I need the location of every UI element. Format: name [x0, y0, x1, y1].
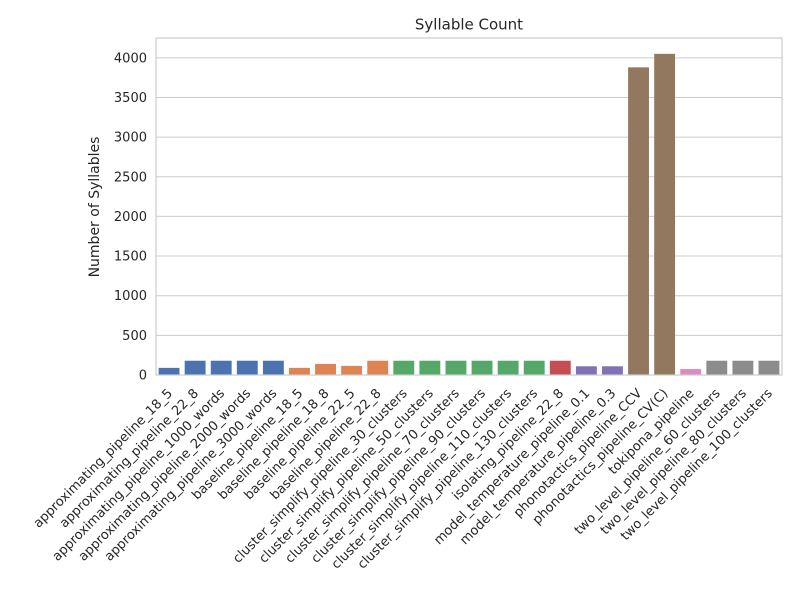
y-tick-label: 500	[122, 329, 147, 344]
bar	[628, 67, 649, 376]
y-tick-label: 1000	[114, 289, 147, 304]
bar	[471, 360, 493, 375]
bar	[549, 360, 571, 375]
y-tick-label: 0	[139, 369, 147, 384]
bar	[341, 365, 363, 375]
bar	[367, 360, 389, 375]
bar	[236, 360, 258, 375]
bar	[315, 363, 336, 375]
bars	[158, 53, 780, 376]
bar	[210, 360, 232, 375]
y-tick-label: 2500	[114, 170, 147, 185]
bar	[602, 366, 623, 375]
y-tick-label: 2000	[114, 210, 147, 225]
bar	[289, 367, 310, 375]
y-tick-label: 3500	[114, 91, 147, 106]
bar	[732, 360, 754, 375]
bar	[758, 360, 780, 375]
plot-frame	[155, 37, 783, 376]
bar	[523, 360, 545, 375]
y-tick-label: 4000	[114, 51, 147, 66]
bar	[680, 369, 702, 375]
x-tick-labels: approximating_pipeline_18_5approximating…	[31, 386, 776, 572]
gridlines	[156, 57, 782, 376]
bar	[706, 360, 728, 375]
chart-title: Syllable Count	[415, 16, 523, 34]
bar	[393, 360, 415, 375]
y-axis-label: Number of Syllables	[87, 137, 103, 278]
y-tick-labels: 0 500 1000 1500 2000 2500 3000 3500 4000	[114, 51, 147, 383]
y-tick-label: 1500	[114, 250, 147, 265]
bar	[654, 53, 676, 375]
bar	[184, 360, 206, 375]
y-tick-label: 3000	[114, 131, 147, 146]
bar	[262, 360, 284, 375]
bar	[158, 367, 180, 375]
bar	[575, 366, 597, 375]
bar	[497, 360, 519, 375]
bar	[445, 360, 467, 375]
bar	[419, 360, 441, 375]
